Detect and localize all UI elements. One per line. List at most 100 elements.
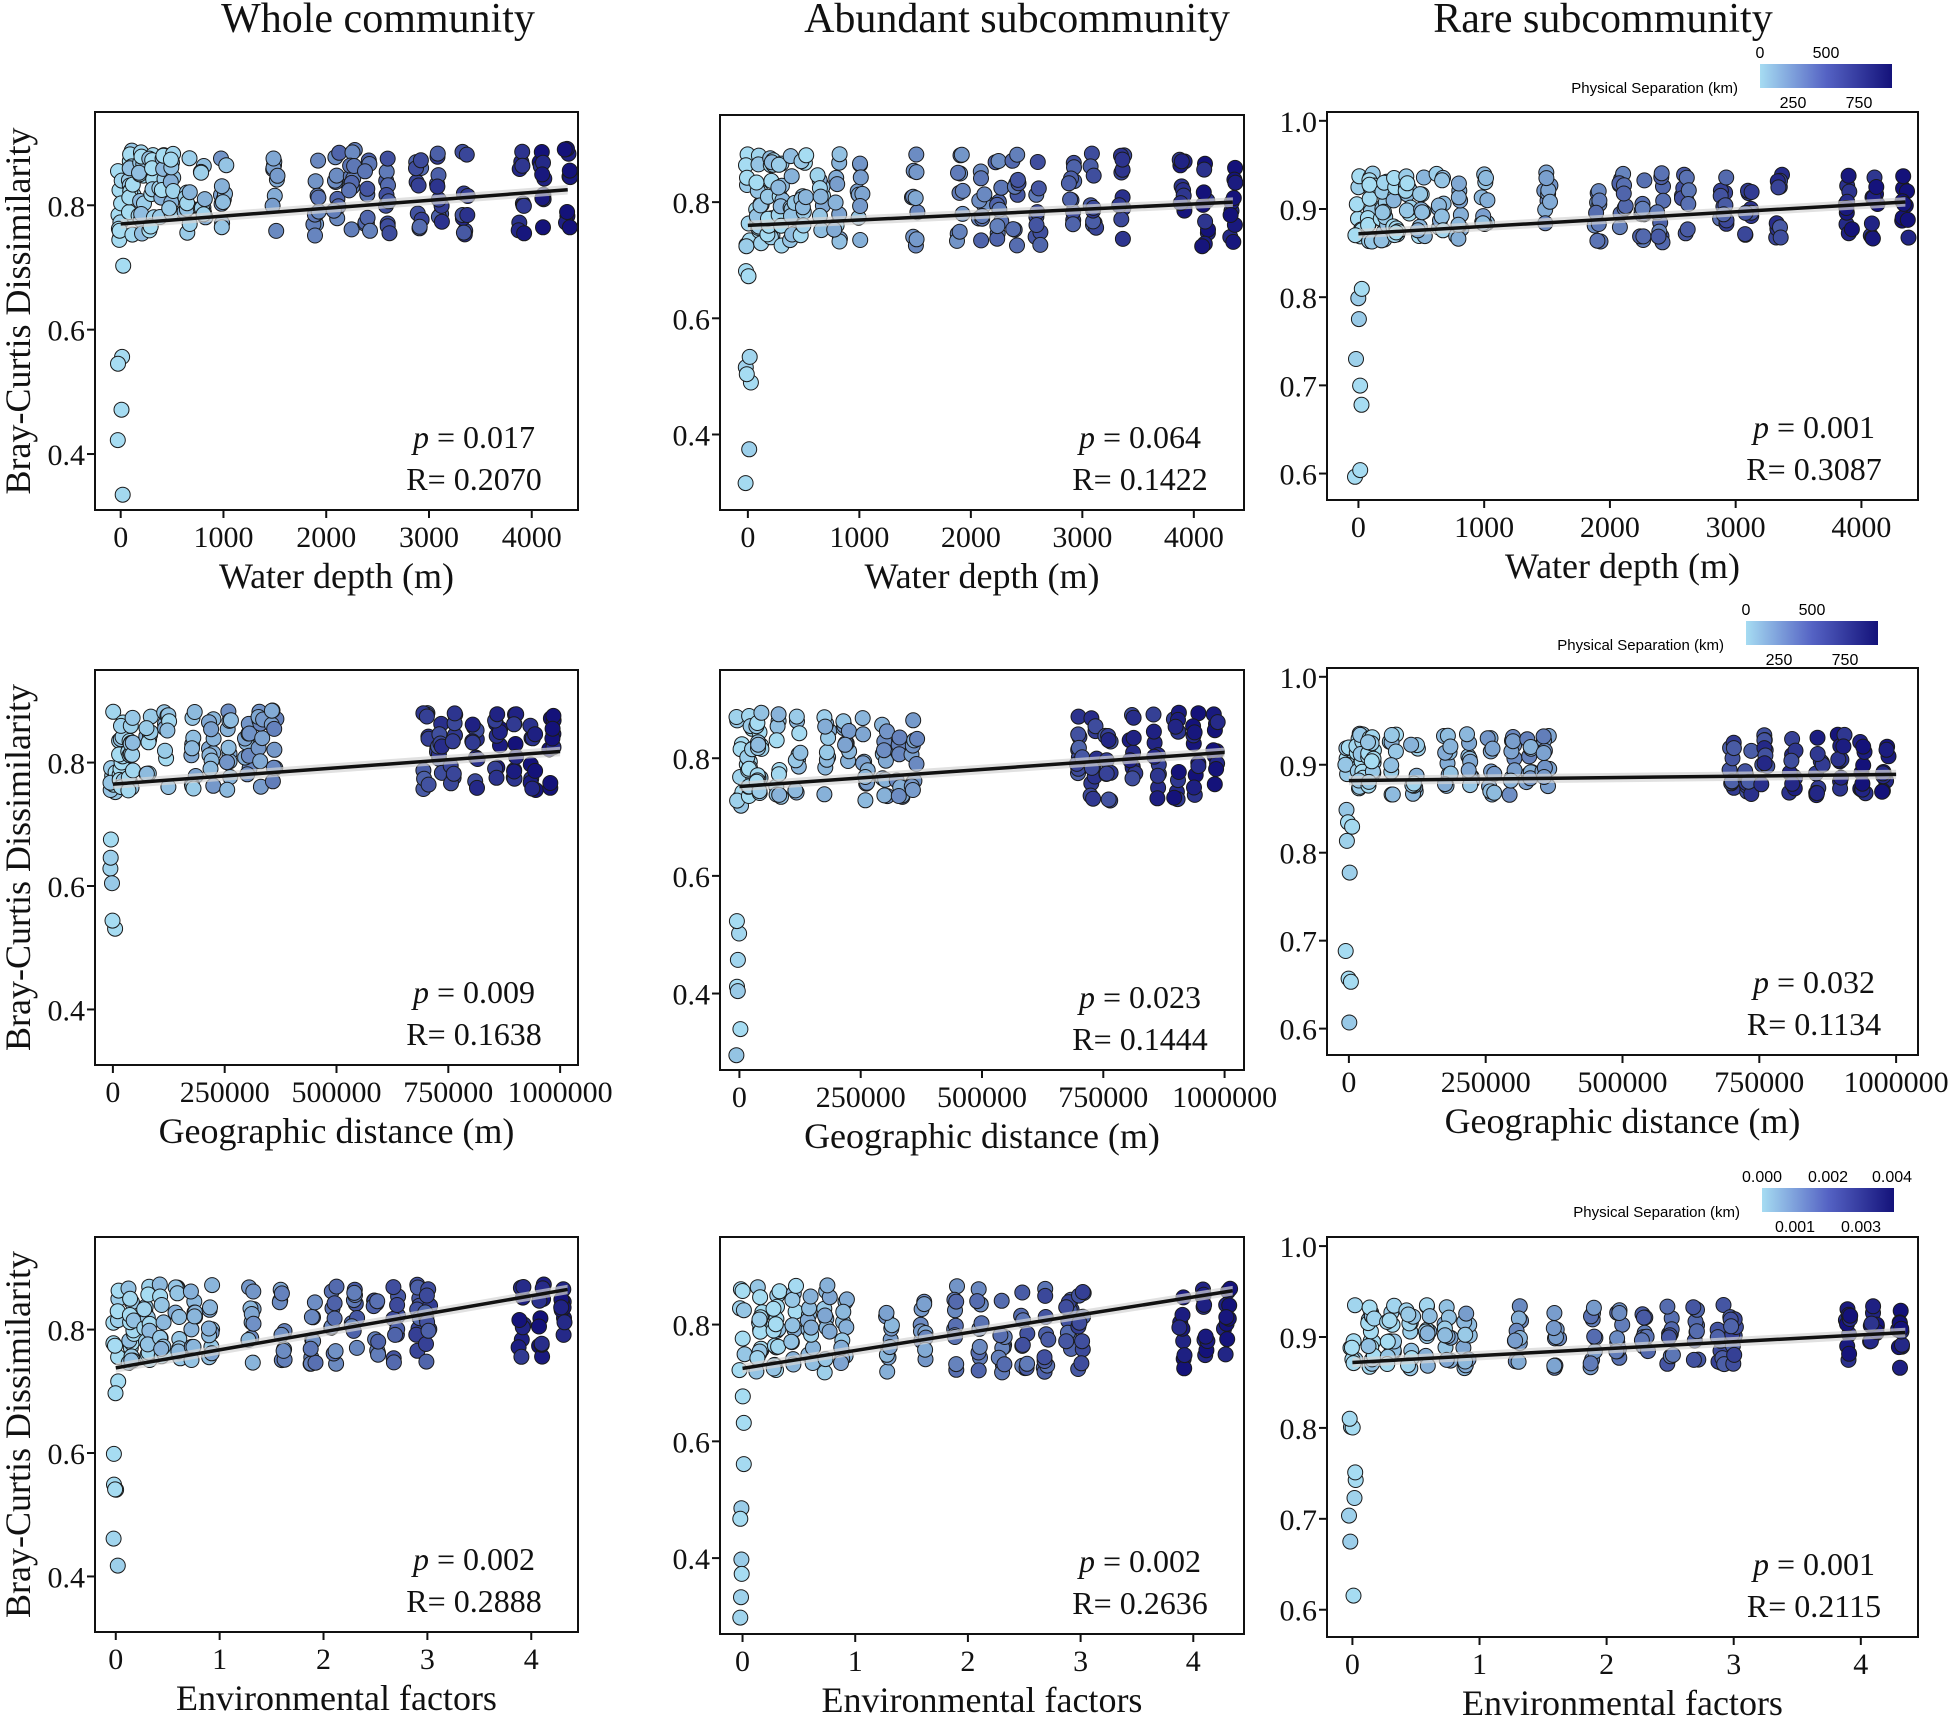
scatter-point [879, 1363, 896, 1380]
x-tick-label: 4 [524, 1643, 539, 1676]
scatter-point [1545, 1320, 1562, 1337]
scatter-point [511, 1312, 528, 1328]
p-value: = 0.009 [429, 974, 535, 1010]
scatter-point [186, 704, 203, 720]
scatter-point [218, 157, 235, 174]
scatter-point [1586, 1328, 1603, 1345]
scatter-point [387, 1326, 404, 1343]
scatter-point [1186, 779, 1202, 796]
x-axis-label: Environmental factors [822, 1680, 1143, 1717]
scatter-point [1635, 1309, 1652, 1326]
scatter-point [857, 792, 874, 809]
scatter-point [1900, 229, 1917, 246]
p-symbol: p [1077, 1543, 1095, 1579]
scatter-point [1014, 1284, 1031, 1301]
scatter-point [908, 231, 925, 248]
panel-rare-geographic-distance: 0 250000 500000 750000 1000000 0.6 0.7 0.8 0.9 1.… [1280, 662, 1949, 1141]
scatter-point [812, 188, 829, 205]
scatter-point [732, 1510, 749, 1527]
scatter-point [770, 156, 787, 173]
scatter-point [1383, 757, 1400, 774]
scatter-point [1535, 745, 1552, 761]
scatter-point [951, 223, 968, 240]
scatter-point [734, 1388, 751, 1405]
scatter-point [816, 786, 833, 803]
legend-colorbar [1760, 64, 1892, 88]
scatter-point [1225, 233, 1242, 250]
scatter-point [1343, 1339, 1360, 1356]
x-tick-label: 500000 [1578, 1066, 1668, 1099]
scatter-point [735, 1302, 752, 1319]
scatter-point [953, 146, 970, 163]
scatter-point [908, 146, 925, 163]
scatter-point [513, 1348, 530, 1365]
scatter-point [307, 227, 323, 244]
p-value: = 0.001 [1769, 409, 1875, 445]
scatter-point [1809, 729, 1826, 746]
scatter-point [410, 177, 427, 194]
scatter-point [1403, 736, 1420, 753]
scatter-point [446, 705, 463, 722]
scatter-point [307, 1354, 324, 1371]
scatter-point [1770, 179, 1787, 196]
legend-row-1: 0 500 Physical Separation (km) 250 750 [1571, 45, 1892, 112]
r-value-annotation: R= 0.1638 [406, 1016, 541, 1052]
scatter-point [464, 734, 481, 751]
scatter-point [1688, 1323, 1705, 1340]
scatter-point [1450, 230, 1467, 247]
scatter-point [1074, 1333, 1091, 1350]
scatter-point [821, 1323, 838, 1340]
scatter-point [1028, 217, 1045, 233]
legend-tick-top: 500 [1799, 602, 1826, 619]
x-tick-label: 2000 [941, 521, 1001, 554]
scatter-point [1065, 216, 1081, 233]
scatter-point [970, 1362, 987, 1379]
scatter-point [751, 1311, 768, 1328]
panel-whole-geographic-distance: 0 250000 500000 750000 1000000 0.4 0.6 0.8 Geogr… [0, 669, 613, 1151]
scatter-point [186, 1308, 203, 1325]
y-tick-label: 0.8 [673, 1310, 711, 1343]
scatter-point [136, 1301, 153, 1318]
p-symbol: p [411, 1541, 429, 1577]
scatter-point [1895, 168, 1912, 185]
x-tick-label: 1000 [1454, 511, 1514, 544]
scatter-point [1650, 228, 1667, 245]
y-axis-label: Bray-Curtis Dissimilarity [0, 1251, 38, 1618]
scatter-point [1222, 207, 1239, 223]
scatter-point [125, 762, 141, 779]
scatter-point [816, 1364, 833, 1381]
scatter-point [840, 723, 857, 739]
scatter-point [1149, 790, 1166, 807]
scatter-point [1087, 718, 1104, 735]
scatter-point [1874, 783, 1891, 800]
legend-colorbar [1746, 621, 1878, 645]
scatter-point [797, 189, 814, 206]
scatter-point [1399, 175, 1416, 192]
scatter-point [1718, 169, 1735, 186]
scatter-point [1176, 1347, 1193, 1364]
scatter-point [114, 486, 131, 503]
scatter-point [531, 1318, 547, 1335]
scatter-point [878, 723, 895, 740]
legend-tick-bottom: 750 [1846, 95, 1873, 112]
scatter-point [1546, 1305, 1563, 1321]
scatter-point [1186, 724, 1203, 741]
scatter-point [770, 179, 787, 196]
scatter-point [124, 734, 141, 751]
x-axis-label: Water depth (m) [864, 556, 1099, 596]
scatter-point [1345, 1587, 1362, 1604]
regression-line [1352, 1330, 1906, 1365]
scatter-point [138, 720, 155, 737]
x-tick-label: 250000 [816, 1081, 906, 1114]
scatter-point [950, 164, 966, 181]
scatter-point [1478, 170, 1494, 186]
scatter-point [153, 1297, 170, 1313]
scatter-point [1085, 790, 1102, 807]
scatter-point [738, 366, 755, 383]
scatter-point [109, 1557, 126, 1574]
scatter-point [783, 168, 800, 185]
x-tick-label: 0 [732, 1081, 747, 1114]
scatter-point [1009, 146, 1026, 163]
scatter-point [1486, 784, 1503, 801]
